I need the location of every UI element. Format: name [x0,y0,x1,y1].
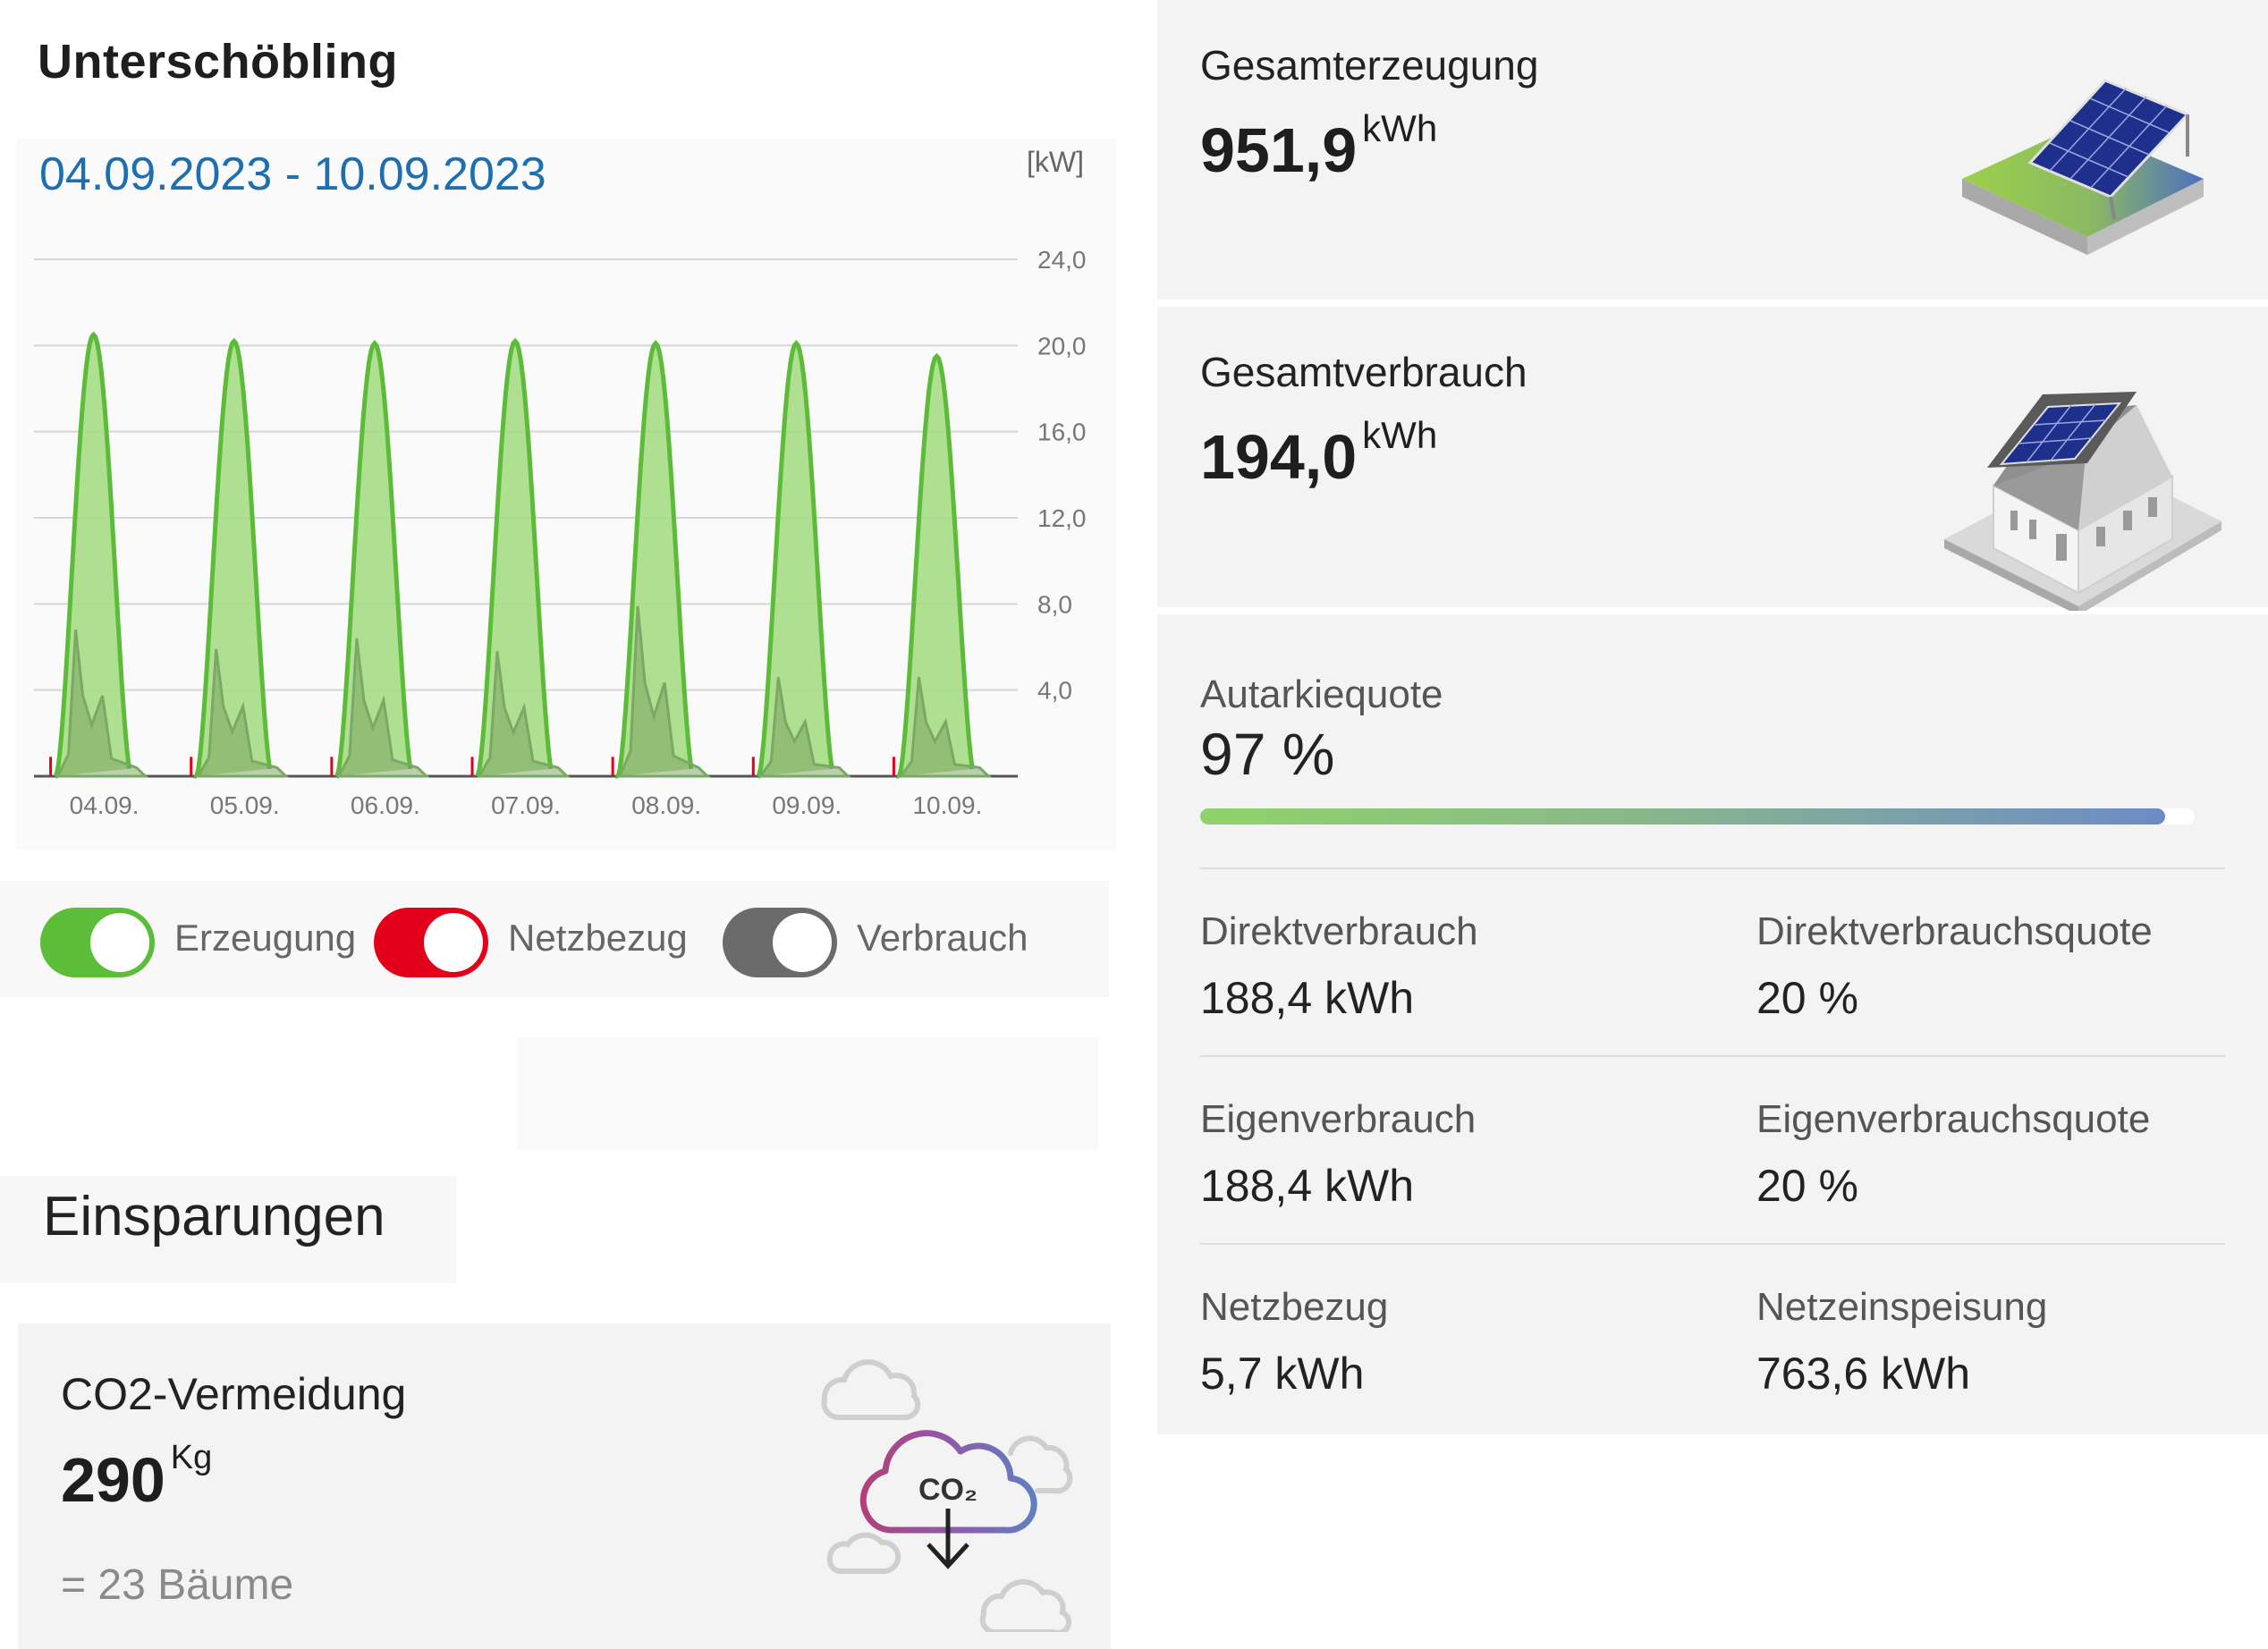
toggle-knob [90,913,149,972]
x-tick-label: 10.09. [912,791,982,819]
generation-area [896,352,975,779]
stat-grid-import-value: 5,7 kWh [1200,1349,1365,1399]
savings-header [0,1176,456,1283]
co2-card [18,1323,1111,1649]
generation-value-number: 951,9 [1200,115,1358,185]
generation-title: Gesamterzeugung [1200,42,1539,89]
autarky-value: 97 % [1200,721,1335,787]
divider [1200,867,2225,869]
co2-value-number: 290 [61,1445,165,1515]
divider [1200,1243,2225,1245]
y-tick-label: 24,0 [1037,246,1087,274]
consumption-area [55,630,149,778]
generation-area [334,340,413,779]
toggle-knob [773,913,832,972]
y-tick-label: 8,0 [1037,590,1072,618]
stat-direct-consumption-rate-value: 20 % [1756,973,1858,1023]
generation-area [756,340,834,779]
date-range-selector[interactable]: 04.09.2023 - 10.09.2023 [39,148,546,200]
consumption-value-number: 194,0 [1200,422,1358,492]
x-tick-label: 05.09. [210,791,280,819]
empty-panel [517,1037,1098,1149]
y-tick-label: 16,0 [1037,419,1087,446]
co2-icon-text: CO₂ [918,1473,977,1507]
consumption-area [757,676,852,778]
co2-tree-equivalent: = 23 Bäume [61,1561,294,1609]
stat-grid-feed-in-value: 763,6 kWh [1756,1349,1971,1399]
stat-grid-import-label: Netzbezug [1200,1285,1389,1329]
stat-self-consumption-value: 188,4 kWh [1200,1161,1415,1211]
autarky-label: Autarkiequote [1200,672,1443,716]
autarky-progress-fill [1200,808,2165,824]
x-tick-label: 07.09. [491,791,561,819]
y-tick-label: 4,0 [1037,677,1072,705]
consumption-unit: kWh [1362,414,1438,456]
x-tick-label: 08.09. [631,791,701,819]
stat-grid-feed-in-label: Netzeinspeisung [1756,1285,2048,1329]
toggle-erzeugung[interactable] [40,908,155,977]
toggle-label-verbrauch: Verbrauch [857,917,1028,959]
toggle-label-erzeugung: Erzeugung [174,917,357,959]
plant-title: Unterschöbling [38,35,399,89]
generation-area [614,340,694,779]
consumption-area [477,651,571,778]
autarky-progress-bar [1200,808,2195,824]
stat-self-consumption-rate-value: 20 % [1756,1161,1858,1211]
generation-unit: kWh [1362,107,1438,149]
divider [1200,1055,2225,1057]
co2-cloud-icon: CO₂ [821,1359,1073,1632]
co2-value: 290 Kg [61,1439,212,1516]
chart-unit-label: [kW] [1027,146,1084,178]
stat-self-consumption-label: Eigenverbrauch [1200,1097,1477,1141]
consumption-area [196,648,290,778]
generation-card[interactable]: Gesamterzeugung 951,9 kWh [1157,0,2268,300]
toggle-netzbezug[interactable] [374,908,488,977]
y-tick-label: 20,0 [1037,332,1087,359]
legend-toggles [0,881,1109,997]
statistics-card: Autarkiequote 97 % Direktverbrauch 188,4… [1157,614,2268,1434]
stat-direct-consumption-label: Direktverbrauch [1200,909,1478,953]
generation-area [193,337,273,779]
y-tick-label: 12,0 [1037,504,1087,532]
generation-area [475,337,554,777]
stat-self-consumption-rate-label: Eigenverbrauchsquote [1756,1097,2151,1141]
power-chart[interactable]: 24,0 20,0 16,0 12,0 8,0 4,0 04.09. 05.09. 06.09… [0,0,1127,841]
x-tick-label: 06.09. [351,791,420,819]
solar-panel-icon [1962,79,2204,255]
stat-direct-consumption-rate-label: Direktverbrauchsquote [1756,909,2153,953]
co2-unit: Kg [170,1439,213,1476]
toggle-verbrauch[interactable] [723,908,837,977]
toggle-label-netzbezug: Netzbezug [508,917,688,959]
consumption-title: Gesamtverbrauch [1200,349,1528,395]
consumption-area [898,676,993,778]
stat-direct-consumption-value: 188,4 kWh [1200,973,1415,1023]
generation-value: 951,9 kWh [1200,107,1437,186]
generation-area [54,331,131,779]
savings-heading: Einsparungen [43,1186,385,1247]
x-tick-label: 04.09. [70,791,140,819]
toggle-knob [424,913,483,972]
house-icon [1944,392,2221,611]
consumption-value: 194,0 kWh [1200,414,1437,493]
x-tick-label: 09.09. [772,791,842,819]
consumption-area [336,638,430,778]
co2-title: CO2-Vermeidung [61,1369,407,1419]
consumption-area [617,605,711,778]
consumption-card[interactable]: Gesamtverbrauch 194,0 kWh [1157,307,2268,611]
